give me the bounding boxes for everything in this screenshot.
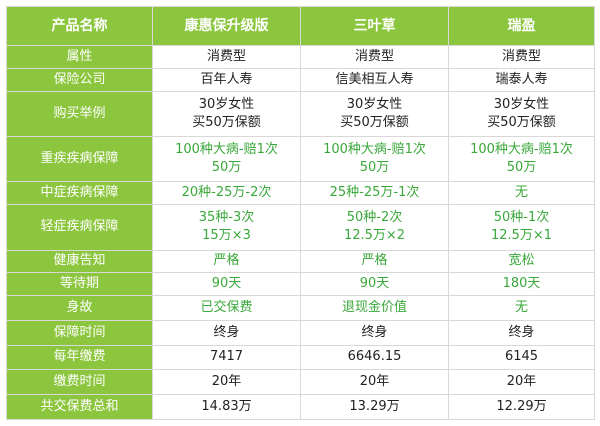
cell-line: 100种大病-赔1次 xyxy=(323,142,426,158)
cell-value: 50种-1次 12.5万×1 xyxy=(448,204,595,251)
cell-line: 买50万保额 xyxy=(487,114,556,130)
table-row: 中症疾病保障 20种-25万-2次 25种-25万-1次 无 xyxy=(6,181,595,206)
cell-value: 14.83万 xyxy=(152,394,301,420)
cell-value: 终身 xyxy=(152,319,301,346)
cell-value: 严格 xyxy=(152,249,301,274)
cell-line: 50万 xyxy=(359,160,390,176)
table-header-row: 产品名称 康惠保升级版 三叶草 瑞盈 xyxy=(6,5,595,47)
table-row: 等待期 90天 90天 180天 xyxy=(6,272,595,297)
row-label: 保障时间 xyxy=(6,319,153,346)
cell-value: 无 xyxy=(448,295,595,321)
cell-value: 20年 xyxy=(448,369,595,396)
cell-line: 50万 xyxy=(211,160,242,176)
cell-value: 35种-3次 15万×3 xyxy=(152,204,301,251)
cell-line: 30岁女性 xyxy=(198,96,255,112)
table-row: 缴费时间 20年 20年 20年 xyxy=(6,369,595,396)
cell-value: 6646.15 xyxy=(300,344,449,371)
cell-value: 25种-25万-1次 xyxy=(300,181,449,206)
cell-value: 瑞泰人寿 xyxy=(448,67,595,92)
table-row: 保障时间 终身 终身 终身 xyxy=(6,319,595,346)
table-row: 轻症疾病保障 35种-3次 15万×3 50种-2次 12.5万×2 50种-1… xyxy=(6,204,595,251)
cell-line: 50种-1次 xyxy=(493,210,550,226)
row-label: 保险公司 xyxy=(6,67,153,92)
comparison-table: 产品名称 康惠保升级版 三叶草 瑞盈 属性 消费型 消费型 消费型 保险公司 百… xyxy=(6,5,595,420)
cell-value: 90天 xyxy=(300,272,449,297)
cell-value: 100种大病-赔1次 50万 xyxy=(448,136,595,183)
table-row: 共交保费总和 14.83万 13.29万 12.29万 xyxy=(6,394,595,420)
table-row: 购买举例 30岁女性 买50万保额 30岁女性 买50万保额 30岁女性 买50… xyxy=(6,90,595,138)
row-label: 属性 xyxy=(6,45,153,69)
cell-value: 20年 xyxy=(300,369,449,396)
row-label: 轻症疾病保障 xyxy=(6,204,153,251)
cell-line: 12.5万×2 xyxy=(343,228,406,244)
row-label: 共交保费总和 xyxy=(6,394,153,420)
cell-value: 严格 xyxy=(300,249,449,274)
cell-value: 消费型 xyxy=(152,45,301,69)
table-row: 属性 消费型 消费型 消费型 xyxy=(6,45,595,69)
cell-value: 100种大病-赔1次 50万 xyxy=(152,136,301,183)
row-label: 等待期 xyxy=(6,272,153,297)
header-product-name: 产品名称 xyxy=(6,5,153,47)
cell-line: 12.5万×1 xyxy=(490,228,553,244)
cell-line: 30岁女性 xyxy=(346,96,403,112)
cell-value: 百年人寿 xyxy=(152,67,301,92)
table-row: 保险公司 百年人寿 信美相互人寿 瑞泰人寿 xyxy=(6,67,595,92)
row-label: 购买举例 xyxy=(6,90,153,138)
cell-value: 180天 xyxy=(448,272,595,297)
header-ruiying: 瑞盈 xyxy=(448,5,595,47)
row-label: 每年缴费 xyxy=(6,344,153,371)
cell-line: 15万×3 xyxy=(202,228,251,244)
cell-value: 90天 xyxy=(152,272,301,297)
row-label: 重疾疾病保障 xyxy=(6,136,153,183)
cell-value: 消费型 xyxy=(300,45,449,69)
cell-value: 6145 xyxy=(448,344,595,371)
cell-value: 20种-25万-2次 xyxy=(152,181,301,206)
row-label: 中症疾病保障 xyxy=(6,181,153,206)
table-row: 每年缴费 7417 6646.15 6145 xyxy=(6,344,595,371)
cell-line: 50种-2次 xyxy=(346,210,403,226)
cell-value: 终身 xyxy=(300,319,449,346)
cell-value: 消费型 xyxy=(448,45,595,69)
cell-value: 已交保费 xyxy=(152,295,301,321)
header-kanghuibao: 康惠保升级版 xyxy=(152,5,301,47)
cell-value: 30岁女性 买50万保额 xyxy=(300,90,449,138)
cell-line: 35种-3次 xyxy=(198,210,255,226)
table-row: 身故 已交保费 退现金价值 无 xyxy=(6,295,595,321)
cell-line: 买50万保额 xyxy=(340,114,409,130)
table-row: 健康告知 严格 严格 宽松 xyxy=(6,249,595,274)
table-row: 重疾疾病保障 100种大病-赔1次 50万 100种大病-赔1次 50万 100… xyxy=(6,136,595,183)
cell-value: 无 xyxy=(448,181,595,206)
cell-line: 100种大病-赔1次 xyxy=(470,142,573,158)
cell-line: 100种大病-赔1次 xyxy=(175,142,278,158)
cell-value: 7417 xyxy=(152,344,301,371)
cell-line: 买50万保额 xyxy=(192,114,261,130)
cell-line: 50万 xyxy=(506,160,537,176)
cell-value: 终身 xyxy=(448,319,595,346)
cell-value: 13.29万 xyxy=(300,394,449,420)
cell-value: 30岁女性 买50万保额 xyxy=(152,90,301,138)
cell-value: 12.29万 xyxy=(448,394,595,420)
row-label: 缴费时间 xyxy=(6,369,153,396)
cell-value: 30岁女性 买50万保额 xyxy=(448,90,595,138)
cell-value: 信美相互人寿 xyxy=(300,67,449,92)
header-sanyecao: 三叶草 xyxy=(300,5,449,47)
row-label: 健康告知 xyxy=(6,249,153,274)
cell-value: 50种-2次 12.5万×2 xyxy=(300,204,449,251)
cell-value: 100种大病-赔1次 50万 xyxy=(300,136,449,183)
row-label: 身故 xyxy=(6,295,153,321)
cell-value: 宽松 xyxy=(448,249,595,274)
cell-value: 退现金价值 xyxy=(300,295,449,321)
cell-value: 20年 xyxy=(152,369,301,396)
cell-line: 30岁女性 xyxy=(493,96,550,112)
